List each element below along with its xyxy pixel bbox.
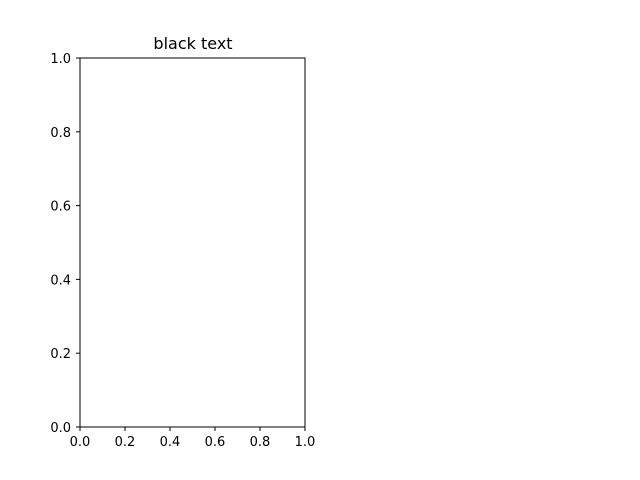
x-tick-label: 0.4 [160, 435, 181, 450]
chart-title: black text [153, 34, 232, 53]
x-tick-label: 0.8 [250, 435, 271, 450]
y-tick-label: 0.4 [50, 273, 71, 288]
x-axis: 0.0 0.2 0.4 0.6 0.8 1.0 [70, 427, 316, 450]
x-tick-label: 1.0 [295, 435, 316, 450]
y-tick-label: 0.0 [50, 421, 71, 436]
plot-area [79, 57, 306, 428]
y-tick-label: 0.2 [50, 347, 71, 362]
y-tick-label: 0.6 [50, 200, 71, 215]
x-tick-label: 0.0 [70, 435, 91, 450]
y-tick-label: 0.8 [50, 126, 71, 141]
x-tick-label: 0.2 [115, 435, 136, 450]
y-tick-label: 1.0 [50, 52, 71, 67]
y-axis: 0.0 0.2 0.4 0.6 0.8 1.0 [50, 52, 80, 436]
x-tick-label: 0.6 [205, 435, 226, 450]
